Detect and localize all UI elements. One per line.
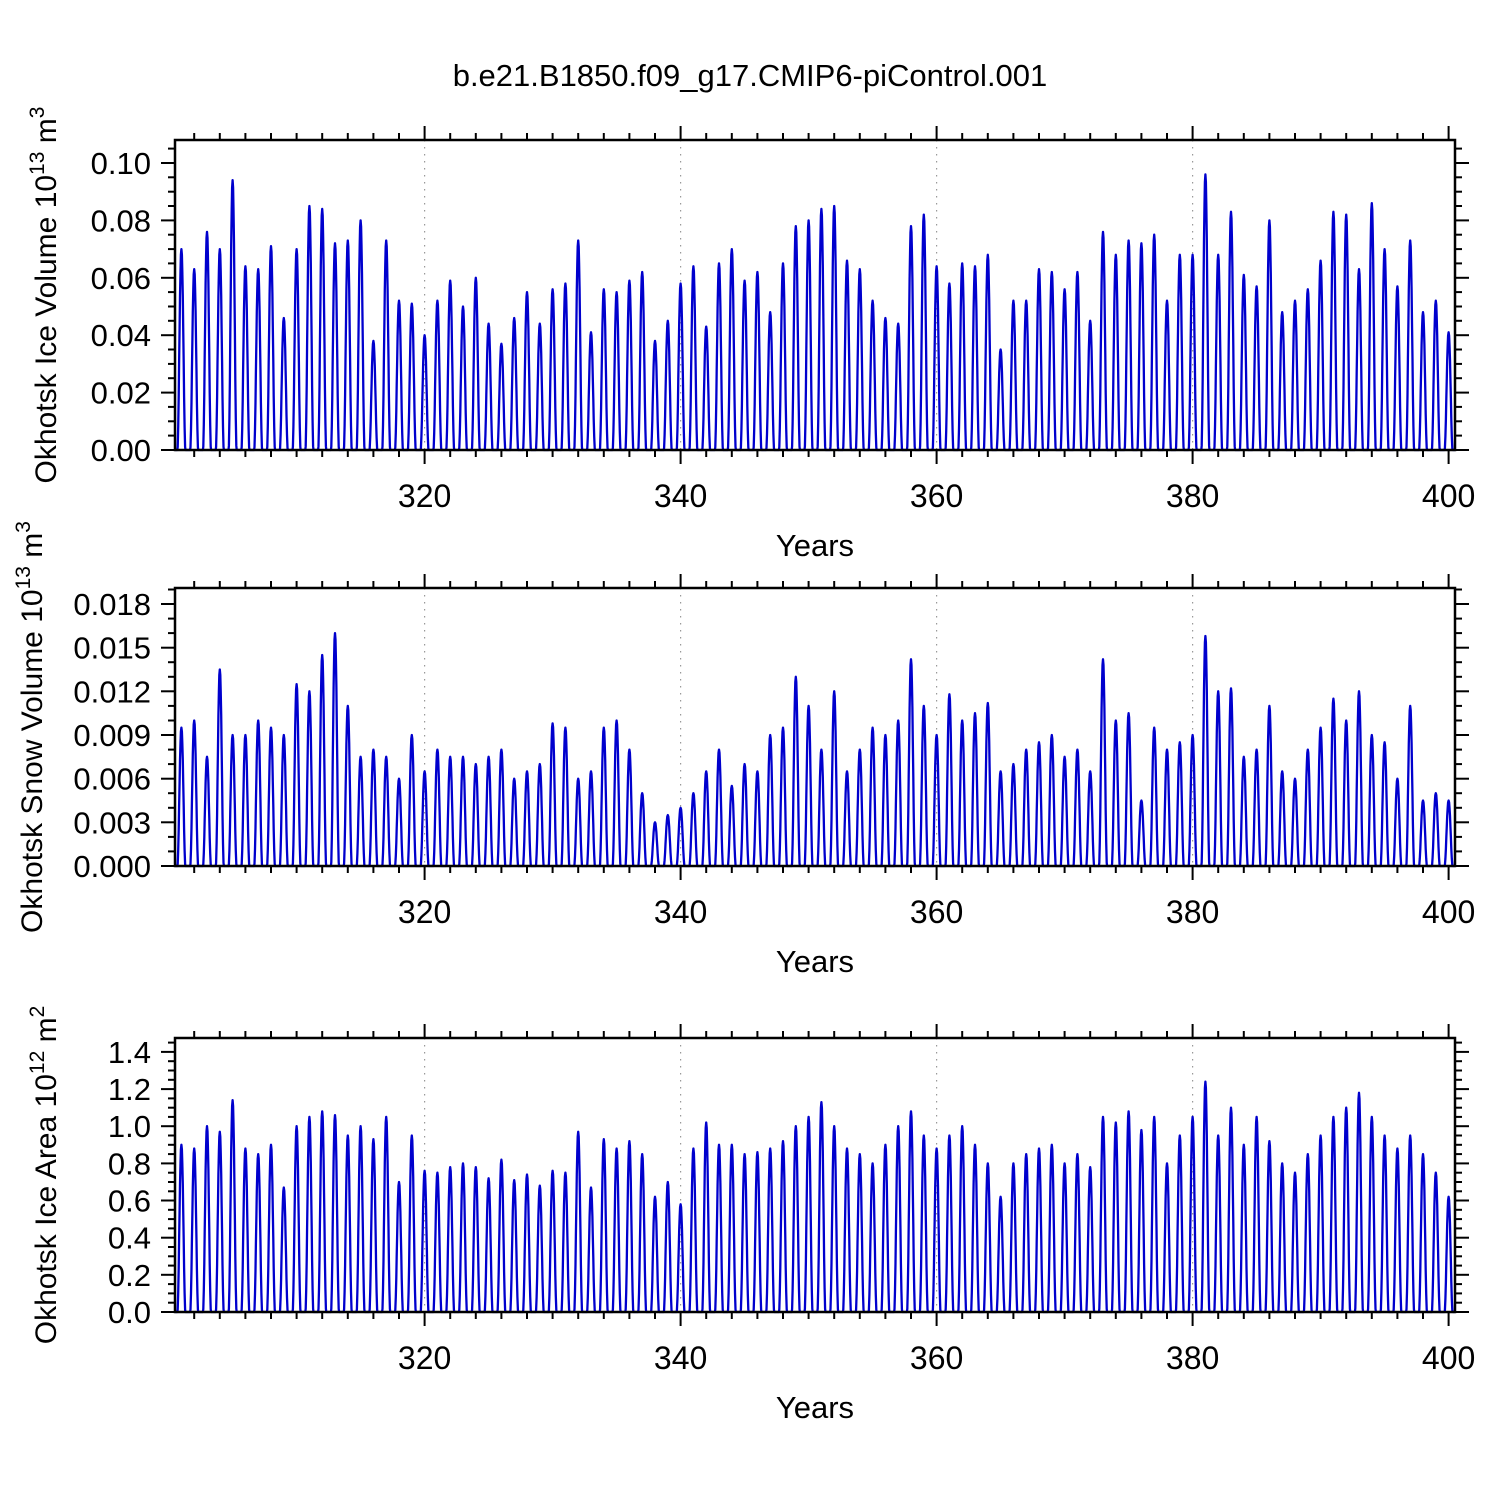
series-line (174, 1080, 1456, 1314)
x-tick-label: 360 (910, 1340, 963, 1376)
y-tick-label: 0.04 (91, 318, 151, 353)
panels-group: 0.00 0.02 0.04 0.06 0.08 0.10 320 340 360 380 400 Y… (12, 107, 1475, 1425)
y-tick-label: 0.4 (108, 1221, 151, 1256)
plot-frame (173, 1036, 1457, 1314)
x-tick-label: 380 (1166, 1340, 1219, 1376)
series-line (174, 631, 1456, 868)
y-axis-title: Okhotsk Ice Area 1012 m2 (26, 1006, 63, 1345)
x-tick-label: 320 (398, 1340, 451, 1376)
y-tick-label: 0.08 (91, 203, 151, 238)
x-axis-title: Years (776, 944, 854, 979)
panel-okhotsk-snow-volume: 0.000 0.003 0.006 0.009 0.012 0.015 0.018 320 34… (12, 521, 1475, 979)
y-tick-label: 0.0 (108, 1295, 151, 1330)
y-tick-label: 0.018 (73, 587, 151, 622)
x-tick-label: 380 (1166, 478, 1219, 514)
y-tick-label: 0.012 (73, 674, 151, 709)
x-tick-label: 320 (398, 478, 451, 514)
x-tick-label: 360 (910, 894, 963, 930)
panel-okhotsk-ice-volume: 0.00 0.02 0.04 0.06 0.08 0.10 320 340 360 380 400 Y… (26, 107, 1475, 563)
x-tick-label: 340 (654, 894, 707, 930)
x-tick-label: 320 (398, 894, 451, 930)
y-tick-label: 0.2 (108, 1258, 151, 1293)
y-tick-label: 0.8 (108, 1146, 151, 1181)
x-tick-label: 360 (910, 478, 963, 514)
chart-title: b.e21.B1850.f09_g17.CMIP6-piControl.001 (453, 58, 1048, 93)
x-tick-label: 400 (1422, 1340, 1475, 1376)
y-tick-label: 1.4 (108, 1035, 151, 1070)
x-axis-title: Years (776, 528, 854, 563)
y-tick-label: 0.000 (73, 849, 151, 884)
y-tick-label: 0.003 (73, 805, 151, 840)
panel-okhotsk-ice-area: 0.00.20.40.60.81.01.21.4 320 340 360 380 400 Y… (26, 1006, 1475, 1425)
y-tick-label: 0.00 (91, 433, 151, 468)
y-tick-label: 0.6 (108, 1184, 151, 1219)
y-tick-label: 0.06 (91, 261, 151, 296)
plot-frame (173, 586, 1457, 868)
y-axis-title: Okhotsk Ice Volume 1013 m3 (26, 107, 63, 484)
x-tick-label: 400 (1422, 478, 1475, 514)
x-axis-title: Years (776, 1390, 854, 1425)
x-tick-label: 400 (1422, 894, 1475, 930)
plot-frame (173, 138, 1457, 452)
y-axis-title: Okhotsk Snow Volume 1013 m3 (12, 521, 49, 933)
x-tick-label: 380 (1166, 894, 1219, 930)
y-tick-label: 0.009 (73, 718, 151, 753)
y-tick-label: 1.2 (108, 1072, 151, 1107)
x-tick-label: 340 (654, 478, 707, 514)
y-tick-label: 0.10 (91, 146, 151, 181)
y-tick-label: 0.015 (73, 631, 151, 666)
y-tick-label: 0.006 (73, 762, 151, 797)
x-tick-label: 340 (654, 1340, 707, 1376)
y-tick-label: 0.02 (91, 376, 151, 411)
y-tick-label: 1.0 (108, 1109, 151, 1144)
series-line (174, 173, 1456, 452)
